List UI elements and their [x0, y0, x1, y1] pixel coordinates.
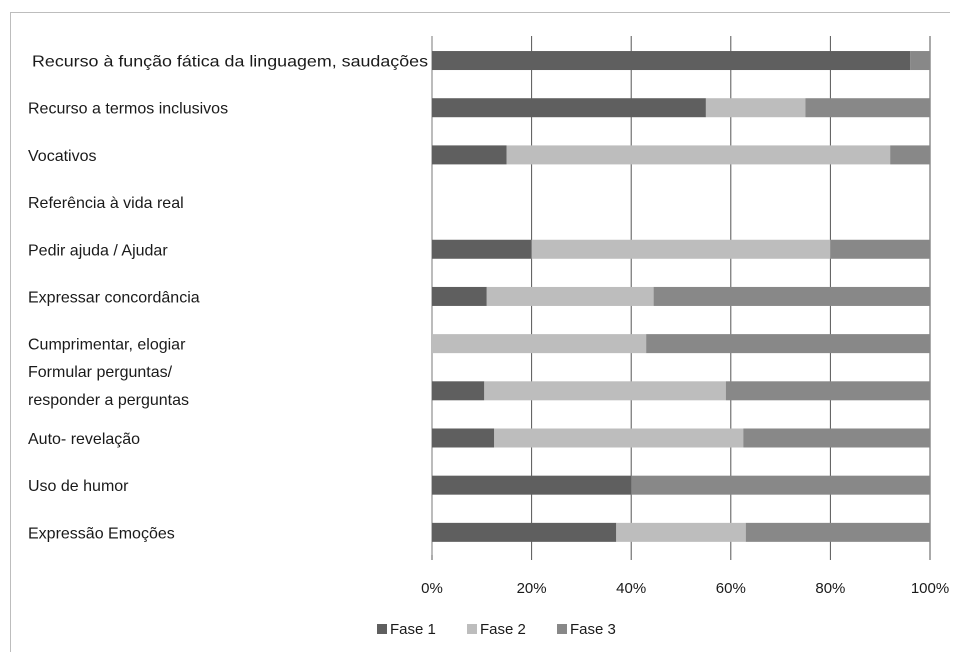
- x-tick-label: 60%: [716, 580, 746, 597]
- bar-segment: [830, 239, 930, 259]
- legend-label: Fase 3: [570, 621, 616, 638]
- bar-segment: [432, 286, 487, 306]
- x-tick-label: 100%: [911, 580, 949, 597]
- category-label: Vocativos: [28, 148, 96, 165]
- legend-swatch: [467, 624, 477, 634]
- bar-segment: [432, 51, 911, 71]
- bar-segment: [486, 286, 654, 306]
- legend-swatch: [377, 624, 387, 634]
- x-tick-label: 40%: [616, 580, 646, 597]
- category-label: Uso de humor: [28, 478, 129, 495]
- bar-segment: [432, 145, 507, 165]
- x-tick-label: 20%: [517, 580, 547, 597]
- category-label: Expressar concordância: [28, 289, 200, 306]
- category-label: Recurso a termos inclusivos: [28, 101, 228, 118]
- bar-segment: [616, 522, 746, 542]
- bar-segment: [910, 51, 930, 71]
- x-tick-label: 80%: [815, 580, 845, 597]
- legend-label: Fase 1: [390, 621, 436, 638]
- bar-segment: [631, 475, 930, 495]
- category-label: Pedir ajuda / Ajudar: [28, 242, 168, 259]
- chart-frame: [10, 12, 950, 652]
- bar-segment: [494, 428, 744, 448]
- bar-segment: [890, 145, 930, 165]
- category-label: Expressão Emoções: [28, 525, 175, 542]
- bar-segment: [432, 428, 495, 448]
- legend-label: Fase 2: [480, 621, 526, 638]
- bar-segment: [432, 381, 485, 401]
- bars: [432, 51, 930, 542]
- bar-segment: [705, 98, 806, 118]
- bar-segment: [653, 286, 930, 306]
- x-axis-ticks: 0% 20% 40% 60% 80% 100%: [421, 580, 949, 597]
- bar-segment: [432, 239, 532, 259]
- bar-segment: [646, 334, 930, 354]
- bar-segment: [432, 334, 647, 354]
- bar-segment: [745, 522, 930, 542]
- category-label: Auto- revelação: [28, 431, 140, 448]
- bar-segment: [506, 145, 891, 165]
- x-tick-label: 0%: [421, 580, 443, 597]
- legend-swatch: [557, 624, 567, 634]
- category-label: Recurso à função fática da linguagem, sa…: [32, 54, 428, 71]
- bar-segment: [805, 98, 930, 118]
- category-label: Referência à vida real: [28, 195, 184, 212]
- category-label: Cumprimentar, elogiar: [28, 337, 186, 354]
- bar-segment: [432, 98, 706, 118]
- bar-segment: [743, 428, 930, 448]
- bar-segment: [531, 239, 831, 259]
- legend: Fase 1 Fase 2 Fase 3: [377, 621, 616, 638]
- bar-segment: [725, 381, 930, 401]
- category-labels: Recurso à função fática da linguagem, sa…: [28, 54, 428, 543]
- bar-segment: [432, 522, 617, 542]
- bar-segment: [484, 381, 726, 401]
- category-label: Formular perguntas/responder a perguntas: [28, 364, 189, 409]
- bar-segment: [432, 475, 632, 495]
